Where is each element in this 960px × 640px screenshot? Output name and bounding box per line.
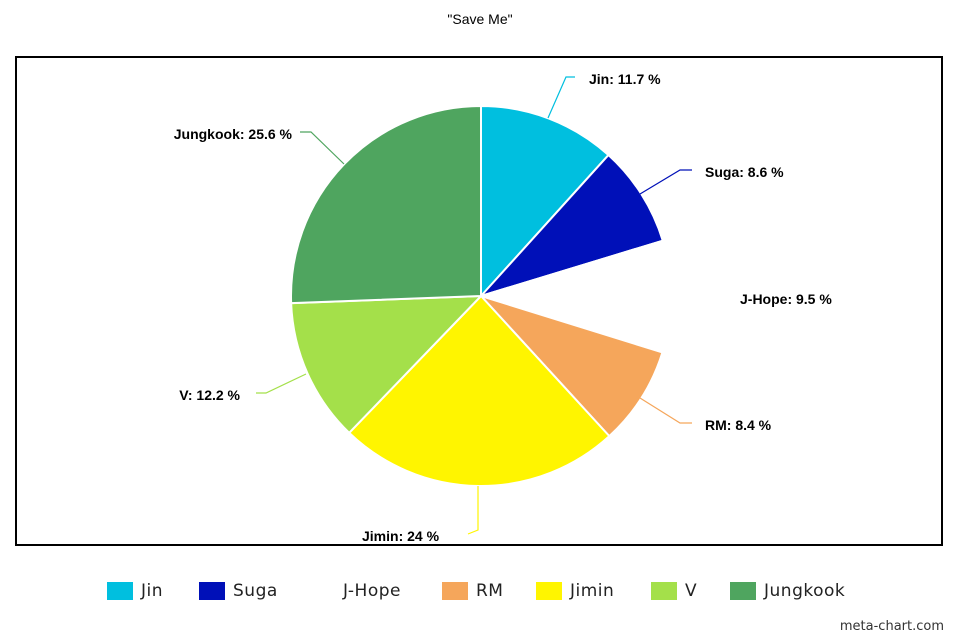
pie-slice-suga[interactable] <box>477 153 665 299</box>
legend-swatch <box>442 582 468 600</box>
legend-item-j-hope[interactable]: J-Hope <box>309 579 401 603</box>
leader-line-v <box>256 373 307 394</box>
legend-item-jin[interactable]: Jin <box>107 579 163 603</box>
legend-label: Jimin <box>570 581 615 601</box>
legend-item-rm[interactable]: RM <box>442 579 503 603</box>
leader-line-suga <box>639 169 692 195</box>
legend-item-v[interactable]: V <box>651 579 697 603</box>
legend-swatch <box>651 582 677 600</box>
legend-label: Jungkook <box>764 581 846 601</box>
leader-line-jin <box>547 76 575 119</box>
leader-line-rm <box>639 397 692 424</box>
legend-swatch <box>107 582 133 600</box>
legend-swatch <box>730 582 756 600</box>
legend-label: J-Hope <box>343 581 401 601</box>
legend-item-jimin[interactable]: Jimin <box>536 579 614 603</box>
leader-line-jimin <box>467 486 479 535</box>
pie-slice-jungkook[interactable] <box>290 104 482 305</box>
legend-label: V <box>685 581 698 601</box>
slice-label-jin: Jin: 11.7 % <box>589 71 661 87</box>
slice-label-suga: Suga: 8.6 % <box>705 164 784 180</box>
pie-slice-jin[interactable] <box>480 104 610 299</box>
pie-slice-jimin[interactable] <box>347 294 611 487</box>
slice-label-jimin: Jimin: 24 % <box>362 528 440 544</box>
legend-item-suga[interactable]: Suga <box>199 579 278 603</box>
leader-line-jungkook <box>300 131 345 165</box>
watermark: meta-chart.com <box>839 619 944 634</box>
legend-label: RM <box>476 581 504 601</box>
legend-label: Suga <box>233 581 278 601</box>
legend-swatch <box>536 582 562 600</box>
slice-label-jungkook: Jungkook: 25.6 % <box>174 126 293 142</box>
slice-label-j-hope: J-Hope: 9.5 % <box>740 291 832 307</box>
legend-label: Jin <box>141 581 164 601</box>
slice-label-rm: RM: 8.4 % <box>705 417 772 433</box>
slice-label-v: V: 12.2 % <box>179 387 240 403</box>
legend-item-jungkook[interactable]: Jungkook <box>730 579 845 603</box>
legend-swatch <box>309 582 335 600</box>
pie-slice-j-hope[interactable] <box>477 239 672 354</box>
chart-frame <box>15 56 943 546</box>
pie-slice-rm[interactable] <box>477 293 664 438</box>
pie-slice-v[interactable] <box>290 294 484 435</box>
legend: Jin Suga J-Hope RM Jimin V Jungkook <box>0 579 960 603</box>
legend-swatch <box>199 582 225 600</box>
chart-title: "Save Me" <box>447 11 513 27</box>
